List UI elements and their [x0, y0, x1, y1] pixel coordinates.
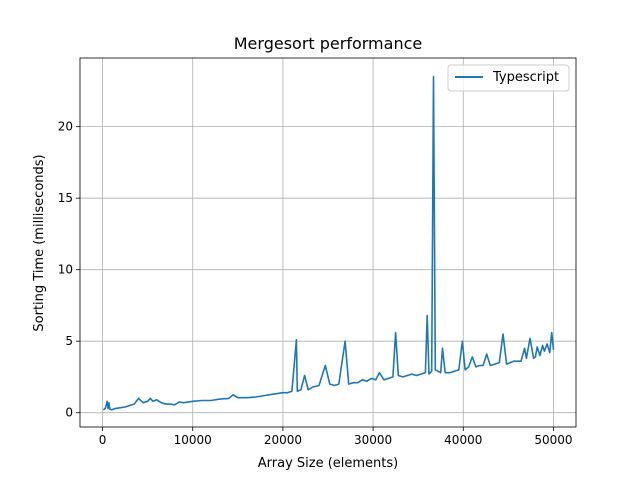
x-tick-label: 50000	[534, 433, 572, 447]
series-layer	[102, 75, 555, 411]
y-axis-label: Sorting Time (milliseconds)	[32, 154, 47, 331]
x-tick-label: 20000	[264, 433, 302, 447]
legend: Typescript	[447, 64, 570, 92]
grid-lines	[80, 58, 576, 427]
x-tick-label: 10000	[174, 433, 212, 447]
series-line-typescript	[102, 75, 555, 411]
axis-ticks: 0 10000 20000 30000 40000 50000 0 5 10 15 20	[58, 120, 573, 447]
x-axis-label: Array Size (elements)	[258, 456, 399, 471]
y-tick-label: 15	[58, 191, 73, 205]
y-tick-label: 5	[65, 334, 73, 348]
x-tick-label: 40000	[444, 433, 482, 447]
x-tick-label: 0	[99, 433, 107, 447]
plot-frame	[79, 57, 577, 428]
legend-box	[447, 64, 570, 92]
chart-title: Mergesort performance	[234, 34, 422, 53]
y-tick-label: 0	[65, 406, 73, 420]
y-tick-label: 20	[58, 120, 73, 134]
legend-label-typescript: Typescript	[492, 70, 559, 85]
y-tick-label: 10	[58, 263, 73, 277]
x-tick-label: 30000	[354, 433, 392, 447]
